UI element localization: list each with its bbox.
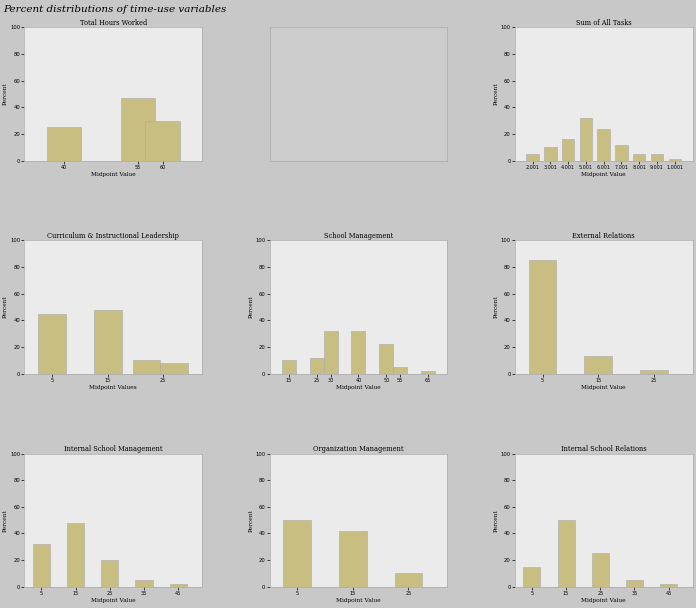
Y-axis label: Percent: Percent xyxy=(3,295,8,319)
Bar xyxy=(592,553,609,587)
Bar xyxy=(562,139,574,161)
Bar xyxy=(584,356,612,374)
Title: Curriculum & Instructional Leadership: Curriculum & Instructional Leadership xyxy=(47,232,179,240)
X-axis label: Midpoint Value: Midpoint Value xyxy=(581,172,626,177)
Bar xyxy=(170,584,187,587)
Y-axis label: Percent: Percent xyxy=(3,509,8,531)
Bar xyxy=(339,531,367,587)
Title: Sum of All Tasks: Sum of All Tasks xyxy=(576,19,631,27)
Bar xyxy=(379,344,393,374)
Y-axis label: Percent: Percent xyxy=(493,509,498,531)
Bar xyxy=(136,580,152,587)
X-axis label: Midpoint Value: Midpoint Value xyxy=(336,598,381,603)
Bar xyxy=(421,371,435,374)
Bar xyxy=(395,573,422,587)
X-axis label: Midpoint Value: Midpoint Value xyxy=(91,598,136,603)
Title: Total Hours Worked: Total Hours Worked xyxy=(79,19,147,27)
Bar xyxy=(282,361,296,374)
Title: School Management: School Management xyxy=(324,232,393,240)
Y-axis label: Percent: Percent xyxy=(248,295,253,319)
Bar xyxy=(33,544,50,587)
Bar xyxy=(529,260,557,374)
Bar xyxy=(145,120,180,161)
Bar xyxy=(526,154,539,161)
Bar xyxy=(310,358,324,374)
Bar xyxy=(615,145,628,161)
Bar xyxy=(160,363,188,374)
Bar xyxy=(544,147,557,161)
Y-axis label: Percent: Percent xyxy=(493,295,498,319)
Bar xyxy=(557,520,575,587)
Text: Percent distributions of time-use variables: Percent distributions of time-use variab… xyxy=(3,5,227,14)
Bar xyxy=(660,584,677,587)
Bar xyxy=(38,314,66,374)
Title: Internal School Relations: Internal School Relations xyxy=(561,445,647,453)
Bar xyxy=(67,523,84,587)
Bar xyxy=(94,309,122,374)
Bar xyxy=(633,154,645,161)
X-axis label: Midpoint Value: Midpoint Value xyxy=(581,385,626,390)
Bar xyxy=(580,118,592,161)
Title: Internal School Management: Internal School Management xyxy=(64,445,163,453)
Bar xyxy=(283,520,311,587)
Bar xyxy=(597,128,610,161)
Bar xyxy=(669,159,681,161)
X-axis label: Midpoint Values: Midpoint Values xyxy=(89,385,137,390)
X-axis label: Midpoint Value: Midpoint Value xyxy=(581,598,626,603)
Bar xyxy=(47,127,81,161)
X-axis label: Midpoint Value: Midpoint Value xyxy=(336,385,381,390)
Y-axis label: Percent: Percent xyxy=(493,83,498,105)
Bar xyxy=(651,154,663,161)
Bar xyxy=(101,560,118,587)
Bar xyxy=(324,331,338,374)
Bar xyxy=(393,367,407,374)
Title: Organization Management: Organization Management xyxy=(313,445,404,453)
Bar xyxy=(640,370,667,374)
Title: External Relations: External Relations xyxy=(572,232,635,240)
Bar xyxy=(120,98,155,161)
Bar xyxy=(133,361,160,374)
X-axis label: Midpoint Value: Midpoint Value xyxy=(91,172,136,177)
Bar xyxy=(626,580,643,587)
Y-axis label: Percent: Percent xyxy=(248,509,253,531)
Bar xyxy=(351,331,365,374)
Y-axis label: Percent: Percent xyxy=(3,83,8,105)
Bar xyxy=(523,567,541,587)
